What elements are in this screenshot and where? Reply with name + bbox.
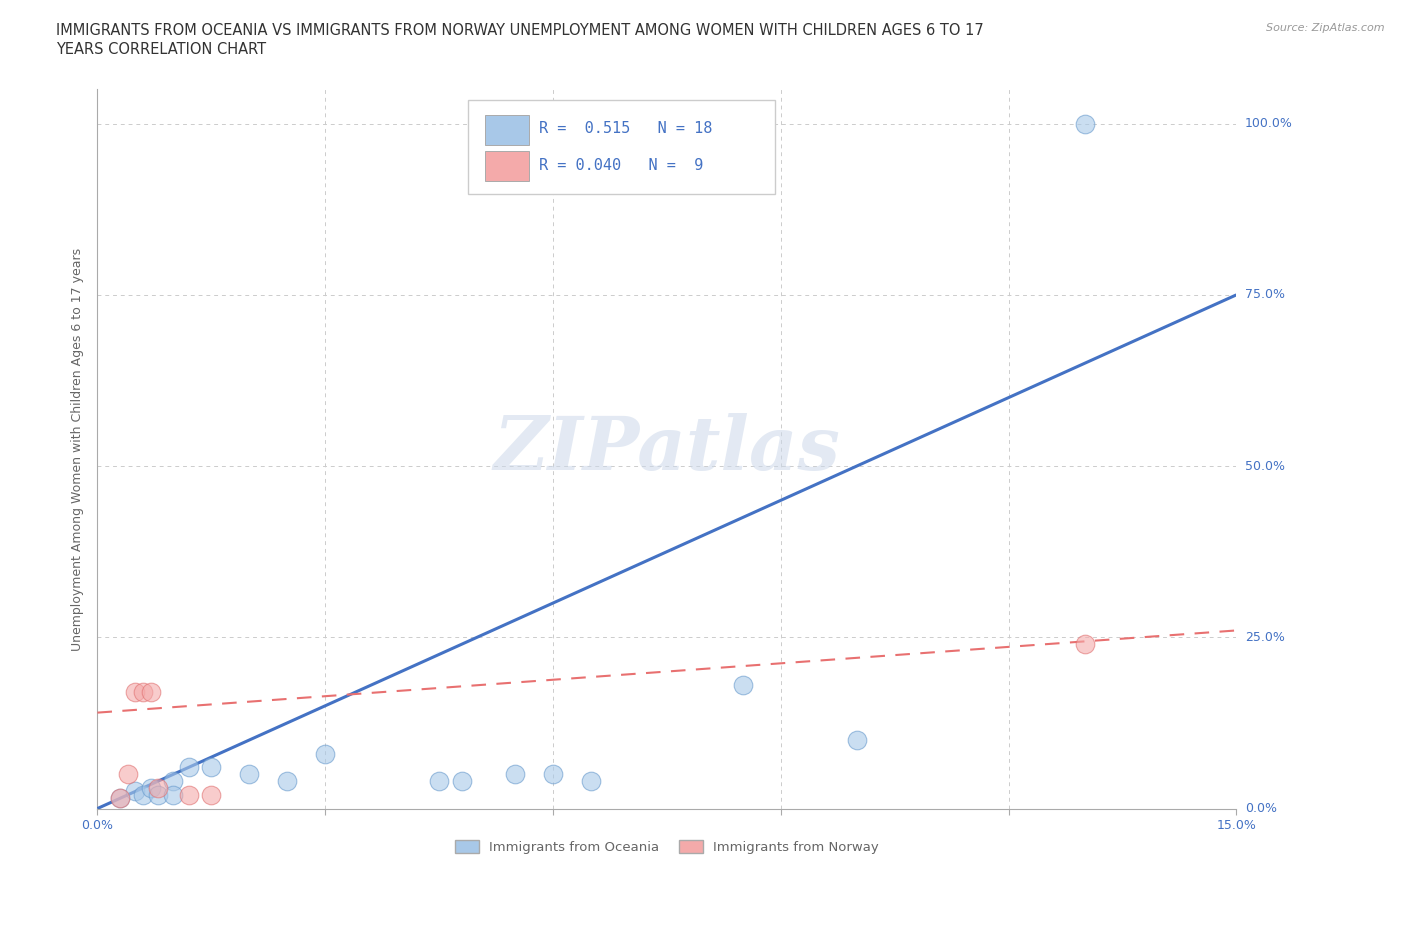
Point	[541, 767, 564, 782]
Legend: Immigrants from Oceania, Immigrants from Norway: Immigrants from Oceania, Immigrants from…	[450, 834, 884, 859]
Point	[177, 760, 200, 775]
Point	[503, 767, 526, 782]
Text: R =  0.515   N = 18: R = 0.515 N = 18	[540, 122, 713, 137]
Text: 50.0%: 50.0%	[1244, 459, 1285, 472]
Text: 0.0%: 0.0%	[1244, 802, 1277, 815]
Point	[200, 788, 222, 803]
Point	[1073, 637, 1095, 652]
Text: 100.0%: 100.0%	[1244, 117, 1292, 130]
Point	[238, 767, 260, 782]
Point	[148, 788, 170, 803]
Point	[110, 790, 132, 805]
Point	[148, 780, 170, 795]
Text: ZIPatlas: ZIPatlas	[494, 413, 841, 485]
Point	[139, 684, 162, 699]
Point	[124, 684, 146, 699]
Text: IMMIGRANTS FROM OCEANIA VS IMMIGRANTS FROM NORWAY UNEMPLOYMENT AMONG WOMEN WITH : IMMIGRANTS FROM OCEANIA VS IMMIGRANTS FR…	[56, 23, 984, 38]
Point	[177, 788, 200, 803]
Text: YEARS CORRELATION CHART: YEARS CORRELATION CHART	[56, 42, 266, 57]
Y-axis label: Unemployment Among Women with Children Ages 6 to 17 years: Unemployment Among Women with Children A…	[72, 247, 84, 650]
Point	[110, 790, 132, 805]
Point	[451, 774, 474, 789]
Point	[162, 788, 184, 803]
Point	[124, 784, 146, 799]
Point	[845, 733, 868, 748]
FancyBboxPatch shape	[468, 100, 775, 193]
Point	[117, 767, 139, 782]
Point	[731, 678, 754, 693]
FancyBboxPatch shape	[485, 114, 529, 145]
Point	[139, 780, 162, 795]
Point	[1073, 116, 1095, 131]
Text: 75.0%: 75.0%	[1244, 288, 1285, 301]
Point	[132, 788, 155, 803]
Point	[132, 684, 155, 699]
Text: Source: ZipAtlas.com: Source: ZipAtlas.com	[1267, 23, 1385, 33]
Text: R = 0.040   N =  9: R = 0.040 N = 9	[540, 158, 703, 173]
Point	[276, 774, 298, 789]
Point	[579, 774, 602, 789]
Point	[162, 774, 184, 789]
Point	[200, 760, 222, 775]
Text: 25.0%: 25.0%	[1244, 631, 1285, 644]
Point	[314, 746, 336, 761]
FancyBboxPatch shape	[485, 151, 529, 180]
Point	[427, 774, 450, 789]
